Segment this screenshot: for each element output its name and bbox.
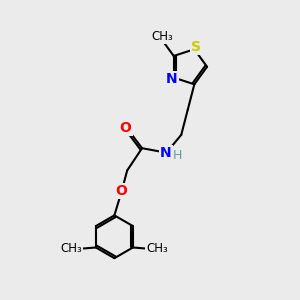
Text: O: O	[120, 121, 132, 135]
Text: H: H	[173, 148, 182, 161]
Text: N: N	[160, 146, 172, 160]
Text: O: O	[115, 184, 127, 198]
Text: CH₃: CH₃	[146, 242, 168, 256]
Text: CH₃: CH₃	[152, 30, 173, 44]
Text: N: N	[166, 72, 178, 86]
Text: S: S	[191, 40, 201, 54]
Text: CH₃: CH₃	[61, 242, 82, 256]
